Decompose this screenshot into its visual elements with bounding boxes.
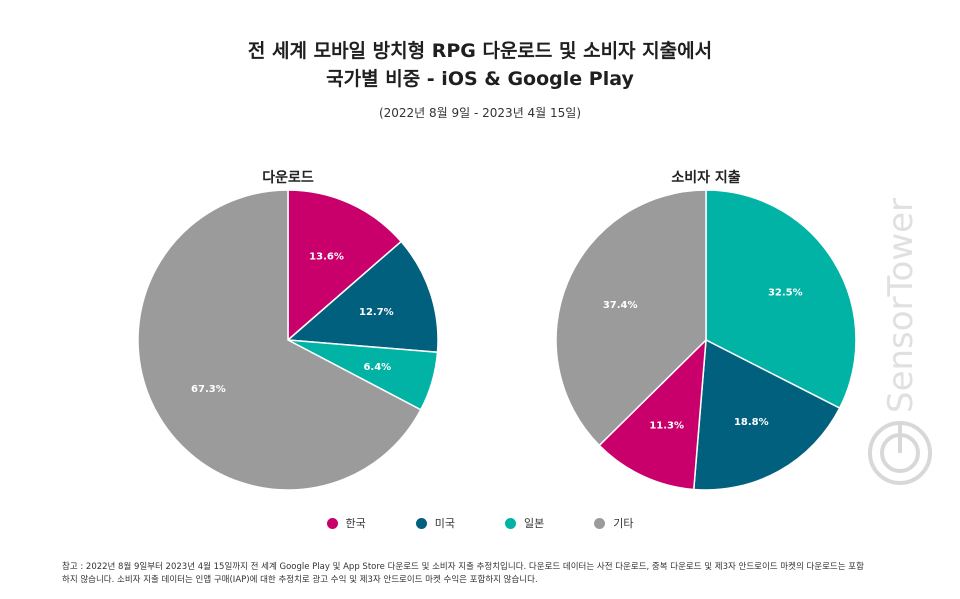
legend-item-other: 기타 [594,515,634,531]
spend-pie-title: 소비자 지출 [671,170,741,186]
chart-subtitle: (2022년 8월 9일 - 2023년 4월 15일) [378,106,582,120]
spend-label-usa: 18.8% [734,417,769,428]
legend-swatch-korea [326,517,338,529]
spend-label-japan: 32.5% [768,287,803,298]
spend-label-korea: 11.3% [649,420,684,431]
legend-item-japan: 일본 [505,515,544,531]
downloads-slice-other [138,190,422,490]
legend-item-korea: 한국 [326,515,366,531]
downloads-pie-chart: 13.6% 12.7% 6.4% 67.3% [138,190,438,490]
chart-title-line2: 국가별 비중 - iOS & Google Play [326,68,634,90]
spend-slice-usa [692,338,841,490]
downloads-slice-usa [286,240,438,354]
legend-label-usa: 미국 [434,517,455,530]
legend-label-other: 기타 [613,517,634,530]
spend-slice-korea [598,338,707,490]
footnote-line1: 참고 : 2022년 8월 9일부터 2023년 4월 15일까지 전 세계 G… [62,562,864,572]
chart-title-line1: 전 세계 모바일 방치형 RPG 다운로드 및 소비자 지출에서 [247,40,713,62]
legend-swatch-other [594,517,606,529]
downloads-label-japan: 6.4% [363,362,391,373]
downloads-label-usa: 12.7% [359,307,394,318]
downloads-label-other: 67.3% [191,384,226,395]
downloads-slice-korea [287,190,403,342]
spend-pie-chart: 32.5% 18.8% 11.3% 37.4% [556,190,856,490]
sensortower-logo-icon [868,421,932,485]
legend: 한국 미국 일본 기타 [0,515,960,531]
legend-label-japan: 일본 [524,517,545,530]
spend-slice-japan [705,190,856,410]
downloads-pie-title: 다운로드 [262,170,314,186]
footnote: 참고 : 2022년 8월 9일부터 2023년 4월 15일까지 전 세계 G… [62,561,922,587]
downloads-label-korea: 13.6% [309,251,344,262]
sensortower-watermark-text: SensorTower [881,198,921,413]
legend-item-usa: 미국 [415,515,455,531]
spend-slice-other [556,190,707,447]
legend-swatch-japan [505,517,516,529]
spend-label-other: 37.4% [603,300,638,311]
legend-swatch-usa [415,517,427,529]
legend-label-korea: 한국 [345,517,366,530]
footnote-line2: 하지 않습니다. 소비자 지출 데이터는 인앱 구매(IAP)에 대한 추정치로… [62,575,538,585]
sensortower-watermark: SensorTower [868,198,932,485]
